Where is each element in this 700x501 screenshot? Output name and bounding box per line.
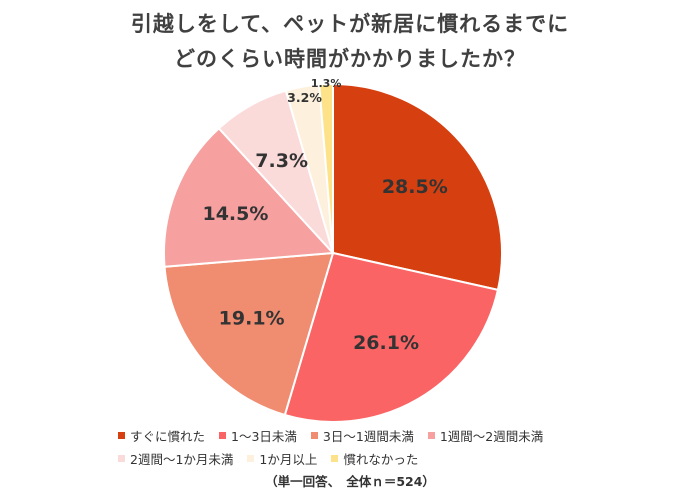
legend-swatch [331, 455, 339, 462]
data-label: 14.5% [202, 203, 268, 225]
legend-item: 1週間～2週間未満 [427, 426, 544, 445]
pie-slice [163, 126, 336, 268]
legend-item: 1か月以上 [247, 449, 317, 468]
chart-title-line1: 引越しをして、ペットが新居に慣れるまでに [130, 12, 570, 36]
pie-slice [332, 82, 503, 292]
legend-swatch [118, 432, 125, 439]
legend-swatch [427, 432, 435, 439]
legend-label: 3日～1週間未満 [322, 429, 414, 444]
legend-label: 1～3日未満 [231, 429, 297, 444]
legend-label: 1か月以上 [259, 452, 318, 467]
legend-swatch [219, 432, 227, 439]
legend-item: 3日～1週間未満 [310, 426, 414, 445]
legend-swatch [118, 455, 125, 462]
legend-label: すぐに慣れた [130, 429, 206, 444]
legend-item: 1～3日未満 [219, 426, 297, 445]
pie-slice [283, 251, 500, 423]
legend-swatch [310, 432, 318, 439]
legend-item: 慣れなかった [331, 449, 418, 468]
legend-label: 慣れなかった [343, 452, 419, 467]
data-label: 7.3% [255, 150, 308, 172]
data-label: 19.1% [219, 308, 285, 330]
data-label: 3.2% [287, 90, 322, 105]
sample-note: （単一回答、 全体ｎ＝524） [265, 474, 435, 489]
pie-slice [318, 82, 334, 254]
legend-item: すぐに慣れた [118, 426, 205, 445]
legend-label: 1週間～2週間未満 [439, 429, 544, 444]
legend-label: 2週間～1か月未満 [130, 452, 234, 467]
legend-item: 2週間～1か月未満 [118, 449, 233, 468]
data-label: 1.3% [311, 77, 342, 90]
chart-title-line2: どのくらい時間がかかりましたか？ [174, 47, 526, 71]
data-label: 28.5% [382, 176, 448, 198]
pie-slice [163, 251, 335, 417]
legend-swatch [247, 455, 255, 462]
data-label: 26.1% [353, 332, 419, 354]
